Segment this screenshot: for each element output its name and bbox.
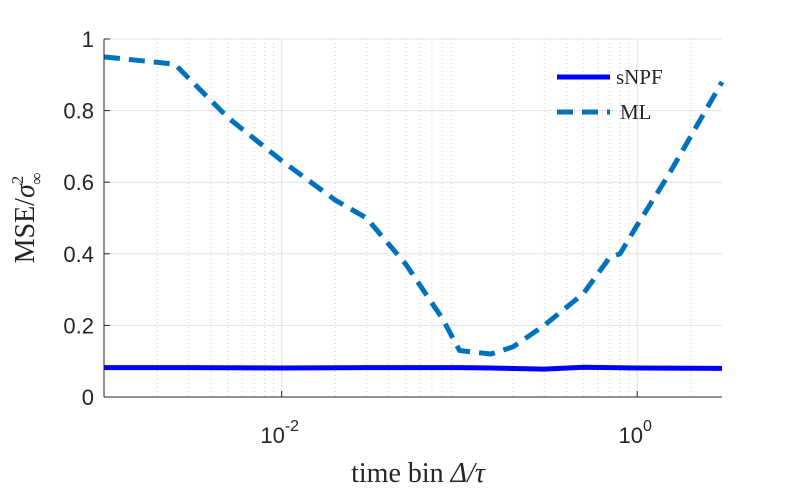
y-tick-label: 0.4 [63,242,94,267]
x-tick-label: 10-2 [260,418,299,448]
x-axis-label: time bin Δ/τ [351,458,486,489]
y-tick-label: 0.8 [63,99,94,124]
y-tick-label: 0.2 [63,313,94,338]
y-axis-label: MSE/σ2∞ [8,173,46,264]
x-tick-label: 100 [619,418,652,448]
y-tick-label: 0.6 [63,170,94,195]
y-tick-label: 0 [82,385,94,410]
axes [103,38,722,398]
series-layer [103,54,725,372]
series-line-snpf [104,364,723,372]
legend-label-snpf: sNPF [616,65,663,89]
series-line-ml [103,54,725,357]
legend: sNPF ML [557,65,663,124]
y-tick-label: 1 [82,27,94,52]
legend-label-ml: ML [620,100,652,124]
tick-labels: 0 0.2 0.4 0.6 0.8 1 10-2 100 [63,27,652,448]
